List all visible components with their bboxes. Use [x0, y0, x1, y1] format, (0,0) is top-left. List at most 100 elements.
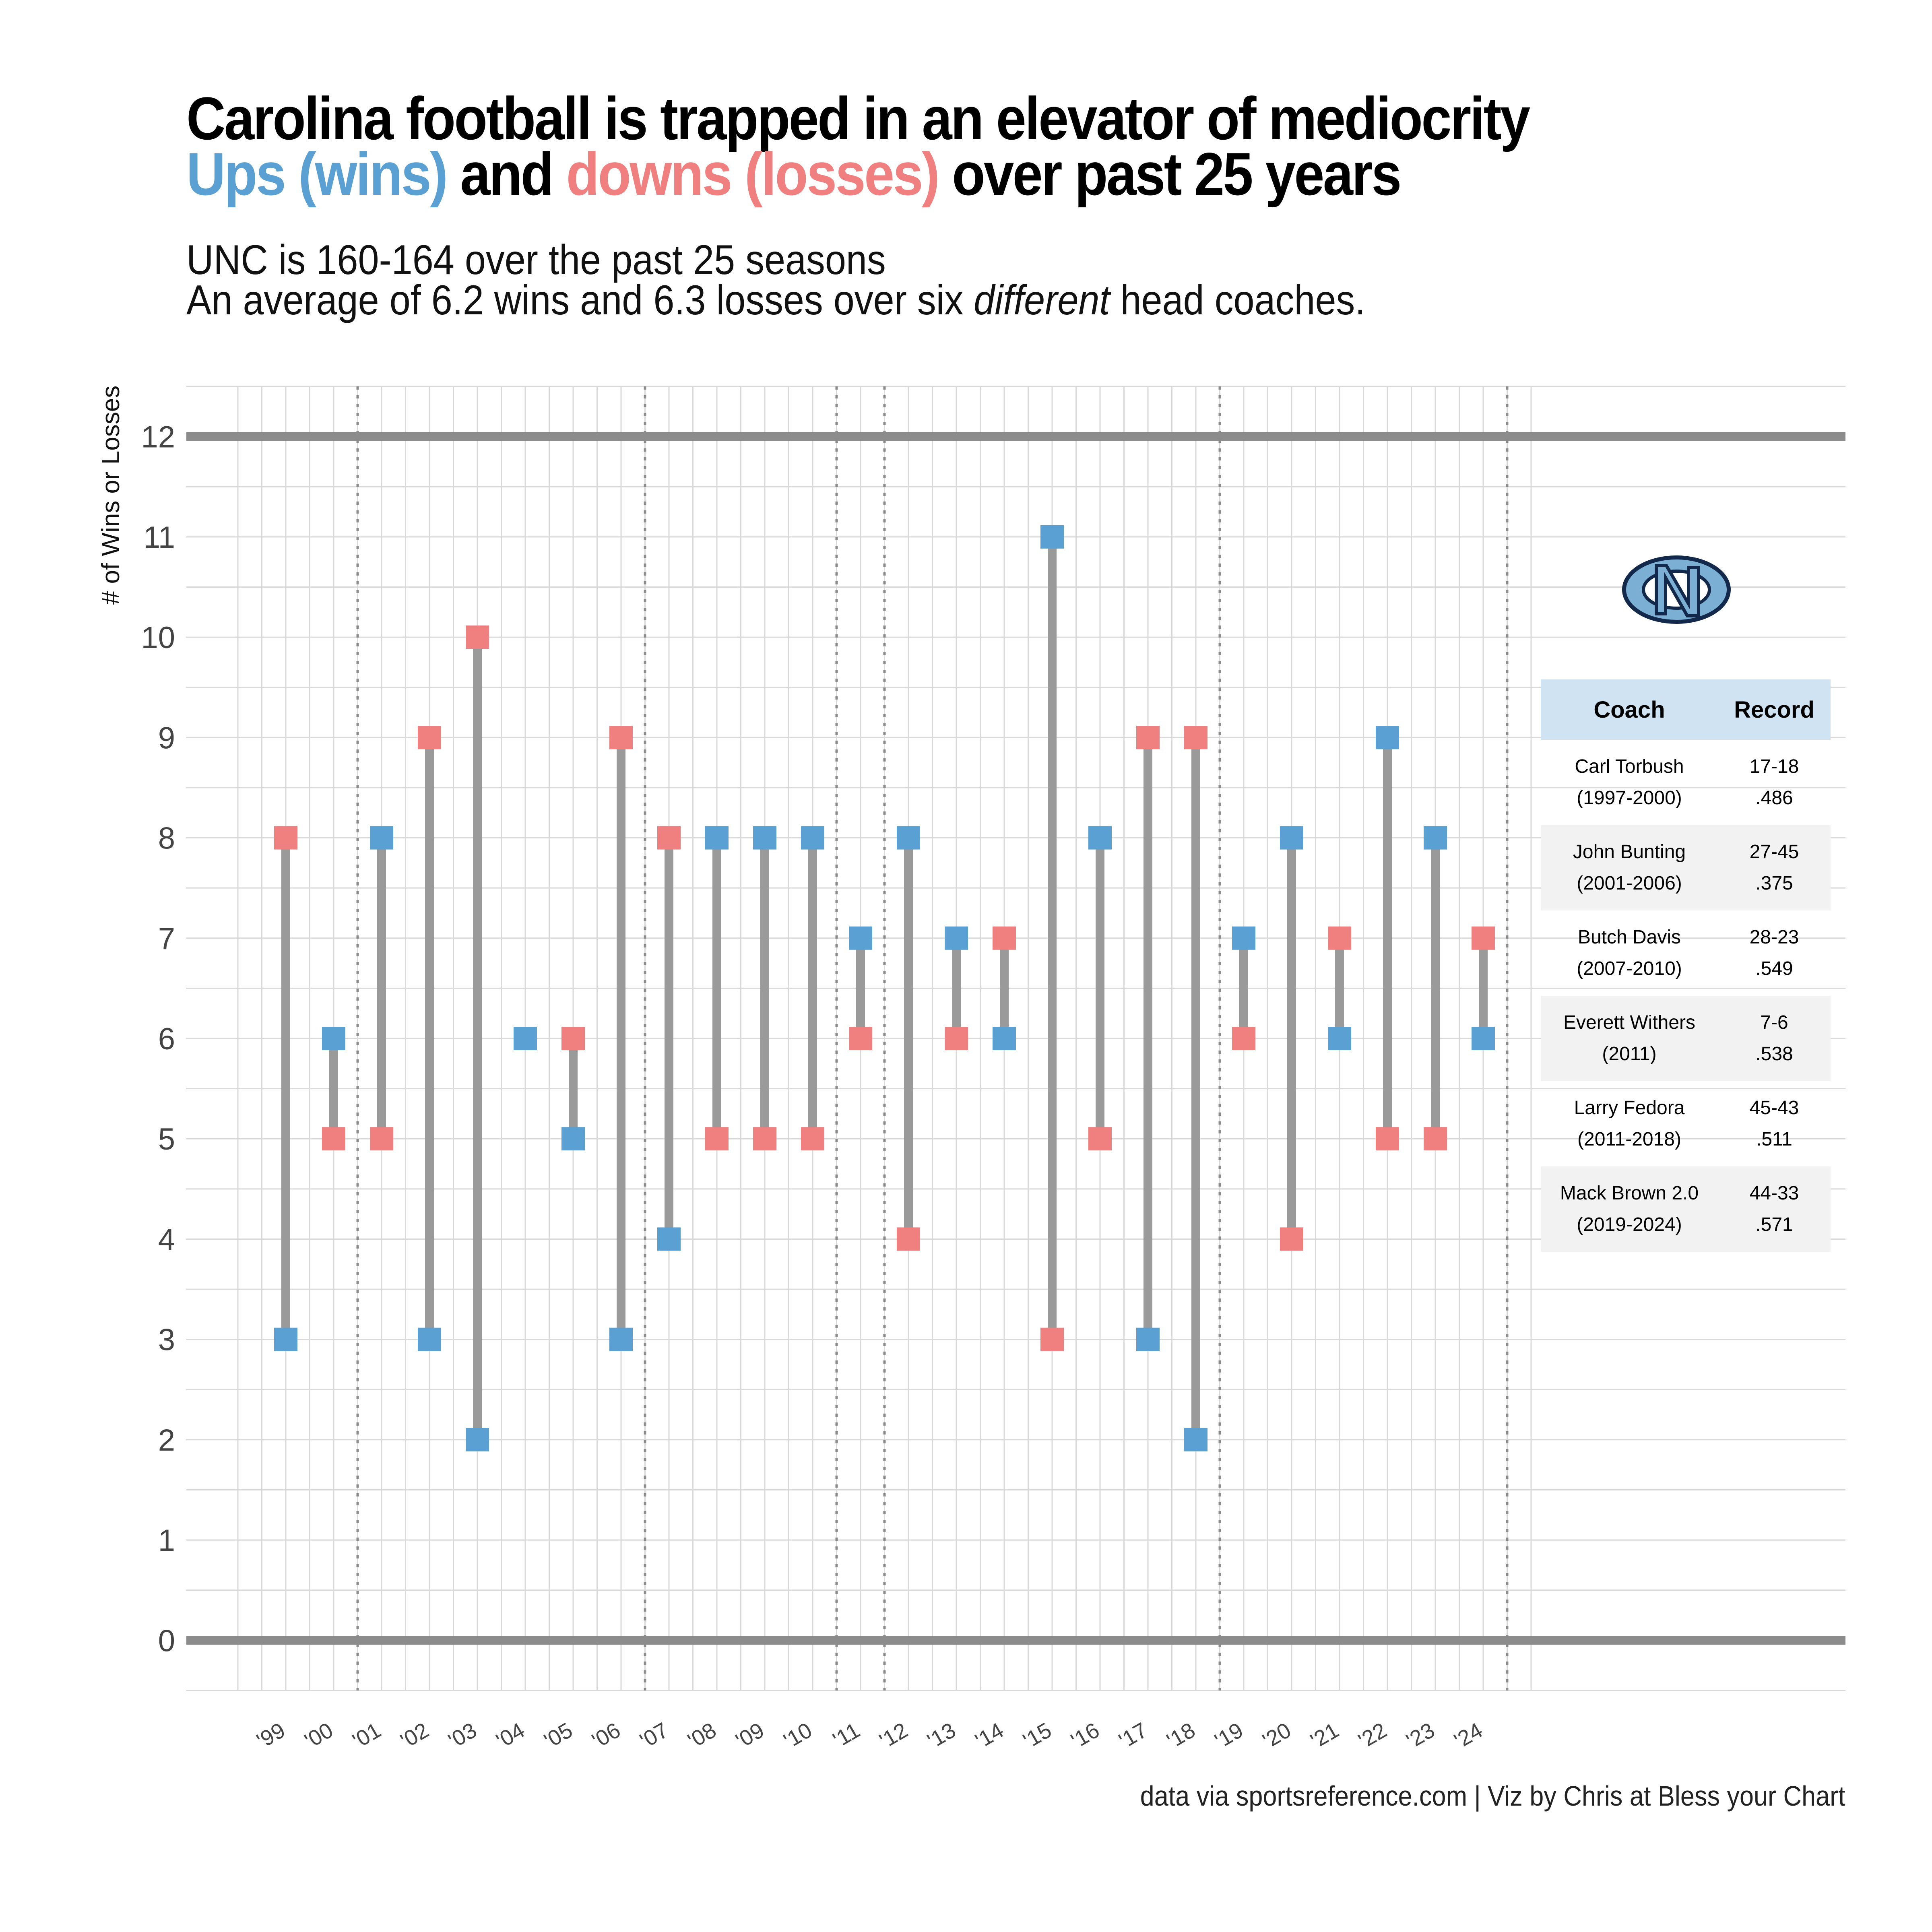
coach-name: Butch Davis — [1577, 927, 1681, 948]
wins-marker — [561, 1127, 585, 1151]
coach-record: 27-45 — [1749, 841, 1799, 863]
wins-marker — [1424, 826, 1447, 850]
y-tick-label: 10 — [141, 621, 175, 655]
y-tick-label: 8 — [158, 822, 175, 856]
marker-layer — [274, 525, 1495, 1451]
wins-marker — [897, 826, 920, 850]
table-header: Coach Record — [1541, 679, 1831, 740]
subtitle-line-1: UNC is 160-164 over the past 25 seasons — [186, 237, 886, 283]
losses-marker — [1328, 926, 1351, 950]
x-tick-label: '99 — [253, 1718, 289, 1753]
title-wins-phrase: Ups (wins) — [186, 140, 448, 208]
losses-marker — [1136, 726, 1160, 749]
x-tick-label: '10 — [780, 1718, 816, 1753]
wins-marker — [1280, 826, 1303, 850]
coach-name: Carl Torbush — [1575, 756, 1684, 777]
coach-record: 45-43 — [1749, 1097, 1799, 1119]
x-tick-label: '04 — [492, 1718, 529, 1753]
coach-pct: .486 — [1755, 787, 1793, 809]
title-tail: over past 25 years — [938, 140, 1402, 208]
y-axis-label: # of Wins or Losses — [97, 386, 125, 605]
y-tick-label: 6 — [158, 1022, 175, 1056]
coach-record: 44-33 — [1749, 1183, 1799, 1204]
coach-pct: .538 — [1755, 1043, 1793, 1065]
x-tick-label: '01 — [349, 1718, 385, 1753]
y-tick-label: 9 — [158, 721, 175, 755]
coach-pct: .571 — [1755, 1214, 1793, 1235]
losses-marker — [1472, 926, 1495, 950]
header-coach: Coach — [1593, 696, 1665, 723]
x-tick-label: '23 — [1402, 1718, 1439, 1753]
unc-logo-icon: NC — [1622, 555, 1731, 634]
x-tick-label: '16 — [1067, 1718, 1104, 1753]
wins-marker — [1136, 1327, 1160, 1351]
x-tick-label: '05 — [540, 1718, 577, 1753]
losses-marker — [945, 1027, 968, 1050]
losses-marker — [418, 726, 441, 749]
y-tick-label: 7 — [158, 922, 175, 956]
losses-marker — [657, 826, 681, 850]
wins-marker — [801, 826, 824, 850]
x-tick-label: '09 — [732, 1718, 768, 1753]
title-line-2: Ups (wins) and downs (losses) over past … — [186, 144, 1529, 204]
x-tick-label: '24 — [1450, 1718, 1487, 1753]
table-row: Butch Davis (2007-2010) 28-23 .549 — [1541, 910, 1831, 996]
wins-marker — [1040, 525, 1064, 549]
table-row: Carl Torbush (1997-2000) 17-18 .486 — [1541, 740, 1831, 825]
table-row: John Bunting (2001-2006) 27-45 .375 — [1541, 825, 1831, 910]
wins-marker — [274, 1327, 297, 1351]
losses-marker — [897, 1227, 920, 1251]
coach-name: Larry Fedora — [1574, 1097, 1685, 1119]
x-tick-label: '02 — [396, 1718, 433, 1753]
y-tick-label: 5 — [158, 1122, 175, 1156]
wins-marker — [514, 1027, 537, 1050]
wins-marker — [1184, 1428, 1208, 1451]
losses-marker — [993, 926, 1016, 950]
wins-marker — [705, 826, 729, 850]
coach-record: 17-18 — [1749, 756, 1799, 777]
wins-marker — [945, 926, 968, 950]
source-caption: data via sportsreference.com | Viz by Ch… — [1140, 1780, 1845, 1812]
chart-title: Carolina football is trapped in an eleva… — [186, 85, 1530, 204]
coach-pct: .511 — [1756, 1129, 1792, 1150]
x-tick-label: '12 — [875, 1718, 912, 1753]
wins-marker — [322, 1027, 345, 1050]
coach-name: Mack Brown 2.0 — [1560, 1183, 1699, 1204]
wins-marker — [1328, 1027, 1351, 1050]
subtitle-line-2: An average of 6.2 wins and 6.3 losses ov… — [186, 279, 1365, 321]
wins-marker — [466, 1428, 489, 1451]
wins-marker — [1088, 826, 1112, 850]
title-and: and — [446, 140, 566, 208]
subtitle-pre: An average of 6.2 wins and 6.3 losses ov… — [186, 277, 974, 324]
title-line-1: Carolina football is trapped in an eleva… — [186, 85, 1530, 152]
y-tick-label: 4 — [158, 1222, 175, 1257]
x-tick-label: '19 — [1211, 1718, 1247, 1753]
wins-marker — [849, 926, 872, 950]
x-axis-ticks: '99 '00 '01 '02 '03 '04 '05 '06 '07 '08 '09 '10 '11 '… — [253, 1718, 1487, 1753]
table-row: Everett Withers (2011) 7-6 .538 — [1541, 996, 1831, 1081]
x-tick-label: '06 — [588, 1718, 625, 1753]
subtitle-post: head coaches. — [1110, 277, 1366, 324]
bar-layer — [281, 537, 1488, 1440]
x-tick-label: '11 — [829, 1718, 864, 1752]
losses-marker — [705, 1127, 729, 1151]
coach-name: John Bunting — [1573, 841, 1686, 863]
coach-records-table: Coach Record Carl Torbush (1997-2000) 17-… — [1541, 679, 1831, 1252]
x-tick-label: '08 — [684, 1718, 720, 1753]
wins-marker — [753, 826, 776, 850]
losses-marker — [1376, 1127, 1399, 1151]
losses-marker — [561, 1027, 585, 1050]
subtitle-emphasis: different — [974, 277, 1110, 324]
losses-marker — [274, 826, 297, 850]
wins-marker — [657, 1227, 681, 1251]
wins-marker — [993, 1027, 1016, 1050]
coach-years: (2011) — [1602, 1043, 1657, 1065]
wins-marker — [609, 1327, 633, 1351]
wins-marker — [1232, 926, 1255, 950]
losses-marker — [466, 625, 489, 649]
losses-marker — [753, 1127, 776, 1151]
x-tick-label: '03 — [444, 1718, 481, 1753]
coach-years: (1997-2000) — [1577, 787, 1682, 809]
coach-years: (2001-2006) — [1577, 873, 1682, 894]
